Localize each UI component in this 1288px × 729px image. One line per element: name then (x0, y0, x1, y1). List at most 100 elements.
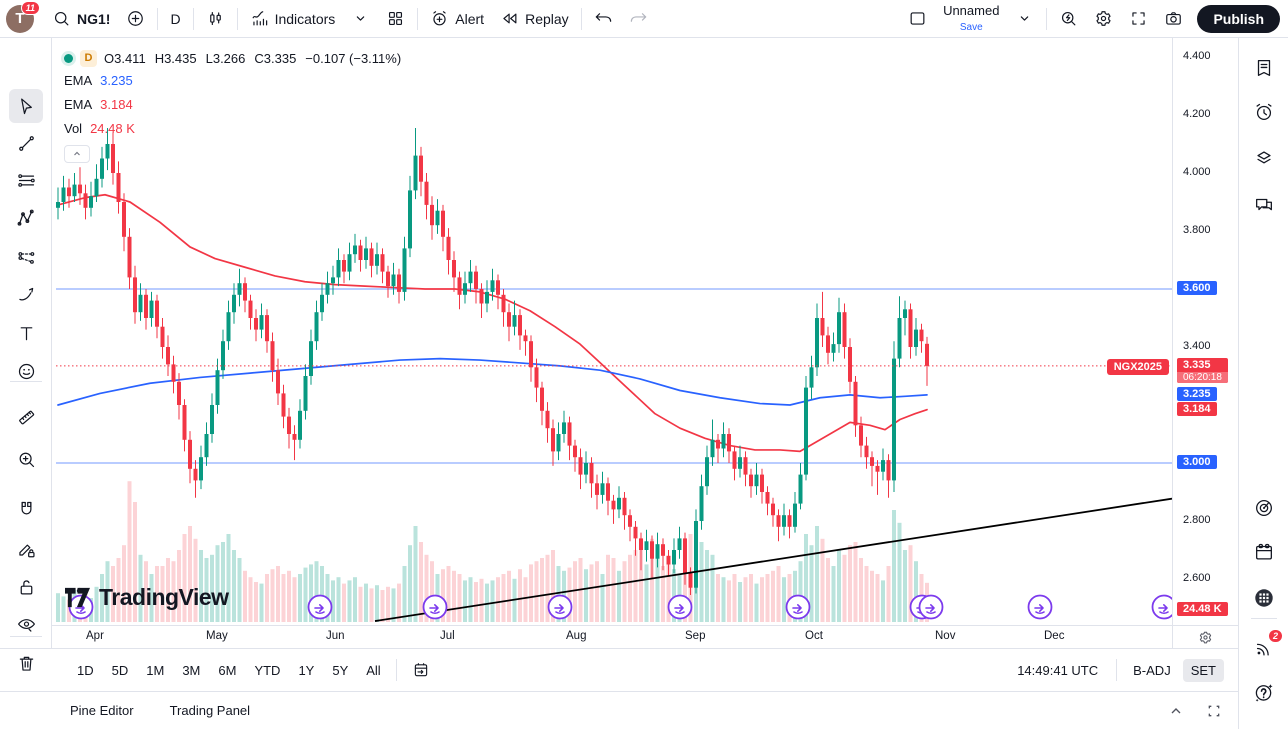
chat-sidebar-button[interactable] (1248, 189, 1280, 221)
forecast-icon (16, 247, 37, 268)
tab-pine-editor[interactable]: Pine Editor (70, 703, 134, 718)
top-toolbar: T 11 NG1! D Indicators (0, 0, 1288, 38)
compare-add-symbol-button[interactable] (118, 4, 153, 34)
contract-tag[interactable]: NGX2025 (1106, 359, 1169, 375)
price-badge-3.000: 3.000 (1177, 455, 1217, 469)
replay-button[interactable]: Replay (492, 4, 577, 34)
redo-icon (629, 9, 648, 28)
month-label-oct: Oct (805, 630, 823, 642)
range-3m-button[interactable]: 3M (175, 659, 207, 682)
brush-tool[interactable] (9, 278, 43, 312)
panel-maximize-button[interactable] (1206, 703, 1222, 719)
undo-button[interactable] (586, 4, 621, 34)
legend-collapse-button[interactable] (64, 145, 90, 163)
forecast-tool[interactable] (9, 240, 43, 274)
high-value: H3.435 (154, 50, 197, 66)
range-1y-button[interactable]: 1Y (291, 659, 321, 682)
text-tool-tool[interactable] (9, 316, 43, 350)
chart-area[interactable]: D O3.411 H3.435 L3.266 C3.335 −0.107 (−3… (52, 38, 1172, 625)
clock-label[interactable]: 14:49:41 UTC (1017, 662, 1099, 678)
legend-row-vol-2[interactable]: Vol 24.48 K (64, 116, 401, 140)
zoom-in-tool[interactable] (9, 442, 43, 476)
indicators-button[interactable]: Indicators (242, 4, 344, 34)
radar-sidebar-button[interactable] (1248, 492, 1280, 524)
range-1m-button[interactable]: 1M (139, 659, 171, 682)
quick-search-button[interactable] (1051, 4, 1086, 34)
layout-chevron-button[interactable] (1007, 4, 1042, 34)
alarm-clock-sidebar-button[interactable] (1248, 96, 1280, 128)
price-tick-4.400: 4.400 (1183, 50, 1211, 62)
range-6m-button[interactable]: 6M (211, 659, 243, 682)
trend-line-icon (16, 133, 37, 154)
edit-lock-tool[interactable] (9, 532, 43, 566)
alert-button[interactable]: Alert (422, 4, 492, 34)
ruler-icon (16, 406, 37, 427)
eye-tool[interactable] (9, 607, 43, 641)
indicators-label: Indicators (274, 10, 336, 27)
price-axis[interactable]: 4.400 4.200 4.000 3.800 3.400 2.800 2.600 3.600… (1172, 38, 1238, 625)
apps-grid-icon (1253, 587, 1275, 609)
last-price-badge: 3.335 06:20:18 (1177, 357, 1228, 383)
axis-gear-icon[interactable] (1198, 630, 1213, 645)
layers-sidebar-button[interactable] (1248, 142, 1280, 174)
save-label: Save (959, 22, 983, 34)
month-label-may: May (206, 630, 228, 642)
avatar-initial: T (15, 10, 25, 27)
symbol-search-button[interactable]: NG1! (44, 4, 118, 34)
interval-button[interactable]: D (162, 4, 188, 34)
legend-row-ema-0[interactable]: EMA 3.235 (64, 68, 401, 92)
lock-icon (16, 577, 37, 598)
edit-lock-icon (16, 539, 37, 560)
feed-icon (1253, 637, 1275, 659)
layout-select-button[interactable] (900, 4, 935, 34)
calendar-sidebar-button[interactable] (1248, 536, 1280, 568)
month-label-jun: Jun (326, 630, 345, 642)
chart-style-button[interactable] (198, 4, 233, 34)
publish-button[interactable]: Publish (1197, 4, 1280, 33)
apps-grid-sidebar-button[interactable] (1248, 582, 1280, 614)
range-ytd-button[interactable]: YTD (247, 659, 287, 682)
panel-collapse-button[interactable] (1168, 703, 1184, 719)
volume-badge: 24.48 K (1177, 602, 1228, 616)
watchlist-sidebar-button[interactable] (1248, 52, 1280, 84)
settlement-toggle[interactable]: SET (1182, 658, 1224, 682)
avatar[interactable]: T 11 (6, 0, 40, 33)
radar-icon (1253, 497, 1275, 519)
undo-icon (594, 9, 613, 28)
indicator-value: 3.235 (100, 72, 133, 88)
indicator-templates-chevron[interactable] (343, 4, 378, 34)
grid-layout-button[interactable] (378, 4, 413, 34)
go-to-date-button[interactable] (405, 657, 437, 683)
range-1d-button[interactable]: 1D (70, 659, 101, 682)
interval-badge[interactable]: D (80, 49, 97, 67)
tradingview-watermark: TradingView (64, 584, 229, 611)
trash-tool[interactable] (9, 646, 43, 680)
time-axis[interactable]: Apr May Jun Jul Aug Sep Oct Nov Dec (52, 625, 1172, 648)
axis-settings-corner[interactable] (1172, 625, 1238, 648)
sidebar-badge: 2 (1268, 630, 1282, 642)
feed-sidebar-button[interactable]: 2 (1248, 630, 1282, 664)
redo-button[interactable] (621, 4, 656, 34)
candlestick-chart[interactable] (52, 38, 1172, 625)
fullscreen-button[interactable] (1121, 4, 1156, 34)
tab-trading-panel[interactable]: Trading Panel (169, 703, 251, 718)
range-all-button[interactable]: All (359, 659, 387, 682)
parallel-lines-icon (16, 170, 37, 191)
ruler-tool[interactable] (9, 399, 43, 433)
trend-line-tool[interactable] (9, 126, 43, 160)
notification-badge: 11 (20, 0, 40, 15)
range-5d-button[interactable]: 5D (105, 659, 136, 682)
range-5y-button[interactable]: 5Y (325, 659, 355, 682)
xabcd-pattern-tool[interactable] (9, 201, 43, 235)
cursor-tool[interactable] (9, 89, 43, 123)
snapshot-button[interactable] (1156, 4, 1191, 34)
parallel-lines-tool[interactable] (9, 163, 43, 197)
help-sidebar-button[interactable] (1248, 676, 1280, 708)
settings-button[interactable] (1086, 4, 1121, 34)
lock-tool[interactable] (9, 570, 43, 604)
magnet-tool[interactable] (9, 492, 43, 526)
emoji-tool[interactable] (9, 354, 43, 388)
legend-row-ema-1[interactable]: EMA 3.184 (64, 92, 401, 116)
back-adjust-toggle[interactable]: B-ADJ (1133, 662, 1171, 678)
save-layout-button[interactable]: Unnamed Save (935, 3, 1007, 34)
